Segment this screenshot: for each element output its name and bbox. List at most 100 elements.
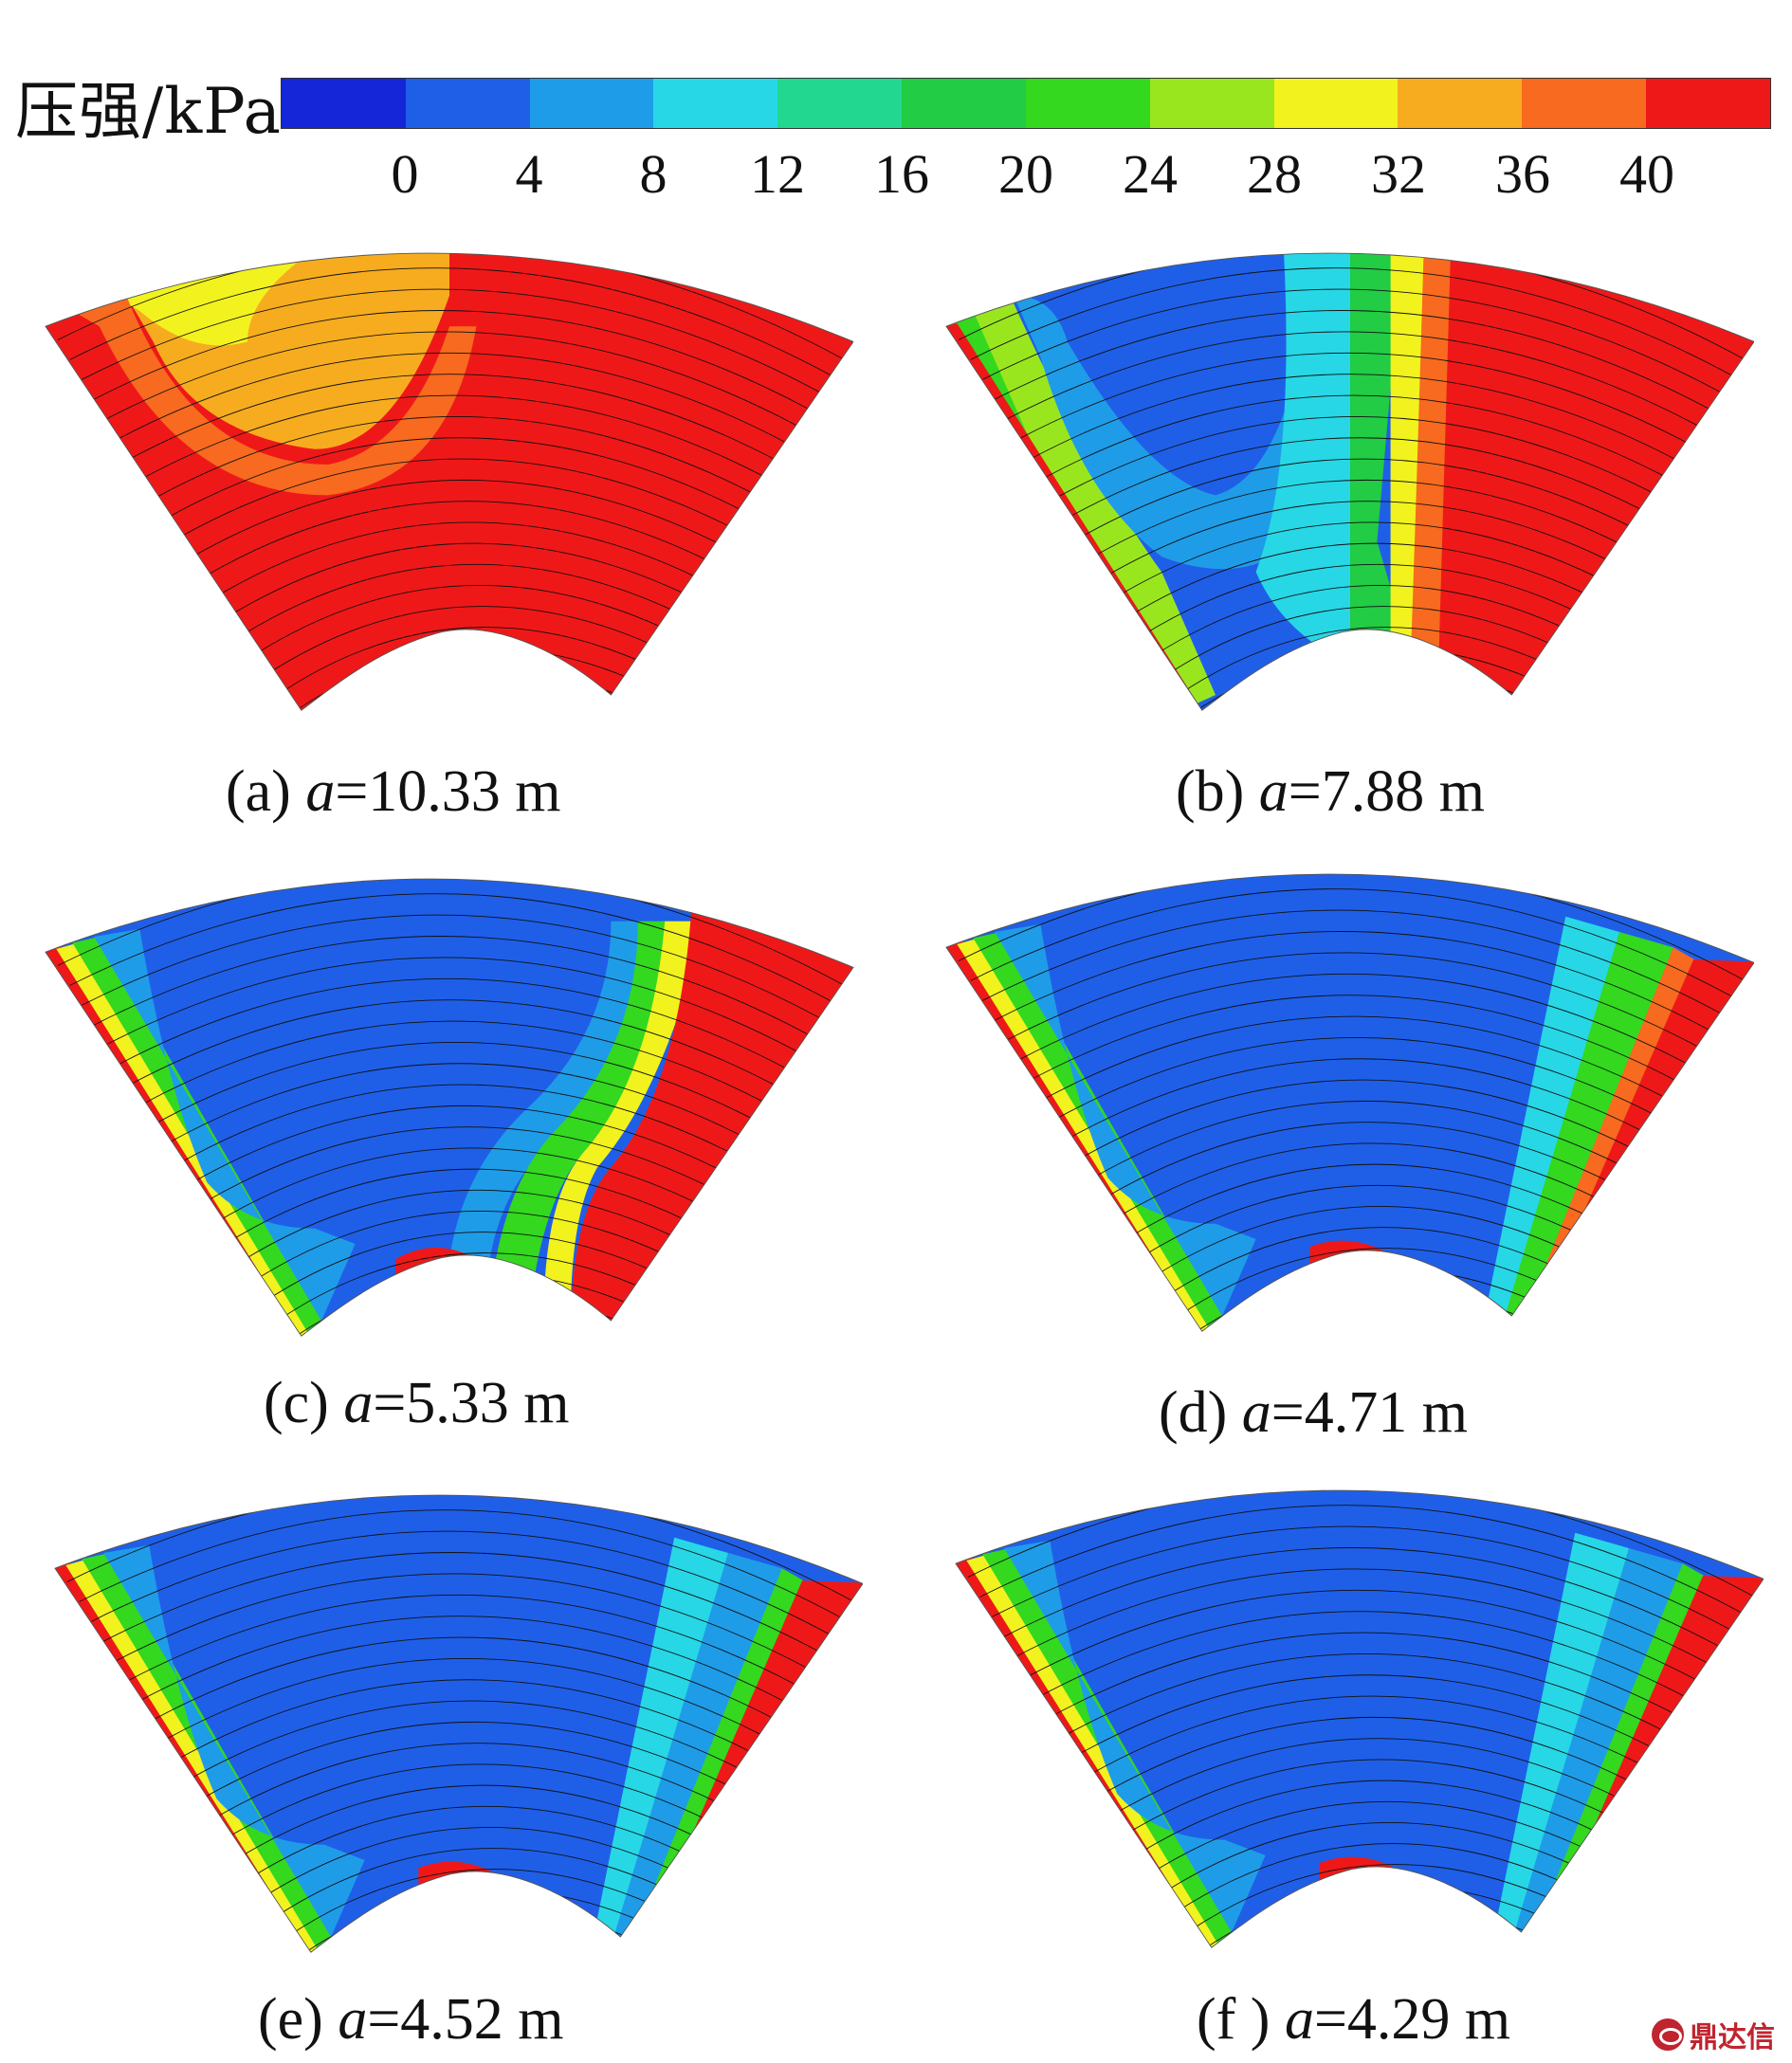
colorbar-segment: [529, 79, 654, 128]
streamline: [130, 999, 776, 1086]
caption-c-symbol: a: [343, 1371, 374, 1435]
caption-e-label: (e): [258, 1987, 323, 2052]
streamline: [1177, 1248, 1542, 1317]
streamline: [189, 1700, 740, 1780]
pressure-region-shock: [1485, 916, 1619, 1316]
caption-f: (f ) a=4.29 m: [1197, 1986, 1510, 2054]
colorbar-tick-label: 0: [391, 143, 419, 205]
colorbar-tick-label: 28: [1247, 143, 1302, 205]
panel-f-contour: [955, 1489, 1764, 1948]
pressure-region-shock: [1494, 1532, 1629, 1932]
streamline: [1141, 563, 1575, 637]
caption-d-symbol: a: [1241, 1380, 1271, 1445]
streamline: [240, 563, 674, 637]
pressure-region-band: [46, 295, 477, 496]
panel-c-contour: [45, 878, 854, 1337]
pressure-region-shock-3: [633, 1568, 810, 1937]
streamline: [1125, 1759, 1607, 1835]
panel-b-contour: [945, 252, 1754, 711]
caption-a-symbol: a: [305, 759, 336, 824]
streamline: [91, 1530, 830, 1635]
colorbar-segment: [1273, 79, 1399, 128]
caption-c-value: 5.33 m: [406, 1371, 570, 1435]
caption-f-value: 4.29 m: [1346, 1987, 1511, 2052]
caption-d: (d) a=4.71 m: [1159, 1379, 1468, 1447]
streamline: [1211, 1906, 1528, 1948]
pressure-region-left-blue: [1004, 1540, 1266, 1932]
caption-f-label: (f ): [1197, 1987, 1271, 2052]
watermark-text: 鼎达信: [1690, 2021, 1775, 2054]
sector-outline: [45, 878, 854, 1337]
streamline: [155, 416, 753, 499]
streamline: [167, 1063, 741, 1144]
streamline: [276, 1252, 641, 1322]
colorbar-tick-label: 20: [998, 143, 1053, 205]
streamline: [979, 1505, 1742, 1614]
watermark-logo-icon: [1652, 2018, 1684, 2051]
streamline: [1177, 627, 1542, 696]
streamline: [212, 1743, 718, 1819]
streamline: [82, 288, 820, 393]
colorbar-segment: [1522, 79, 1647, 128]
streamline: [106, 957, 797, 1052]
streamline: [155, 1042, 753, 1124]
streamlines: [946, 874, 1754, 1332]
streamline: [1175, 1843, 1563, 1914]
streamline: [179, 1084, 730, 1164]
streamline: [1116, 521, 1598, 597]
streamline: [191, 479, 720, 558]
streamline: [1016, 1568, 1708, 1664]
caption-b-eq: =: [1288, 759, 1322, 824]
streamline: [1080, 458, 1631, 539]
streamline: [103, 1552, 818, 1652]
streamline: [995, 310, 1710, 410]
colorbar-tick-label: 12: [750, 143, 805, 205]
streamline: [94, 936, 809, 1035]
streamline: [1165, 1227, 1553, 1298]
streamline: [1162, 1822, 1573, 1894]
streamline: [228, 1168, 686, 1243]
streamline: [1153, 585, 1563, 657]
streamline: [1141, 1184, 1575, 1258]
caption-c-eq: =: [373, 1371, 407, 1435]
colorbar: [281, 78, 1771, 129]
streamline: [142, 1020, 764, 1105]
streamline: [301, 668, 618, 711]
streamline: [1201, 668, 1519, 711]
pressure-region-yellow: [1390, 253, 1432, 649]
streamline: [127, 1594, 796, 1686]
pressure-region-shock-yellow: [543, 921, 705, 1321]
pressure-region-edge-2: [966, 1554, 1226, 1948]
streamline: [82, 914, 820, 1019]
streamline: [982, 288, 1721, 393]
streamline: [1077, 1674, 1652, 1756]
streamline: [285, 1869, 650, 1938]
streamlines: [46, 879, 854, 1337]
streamline: [106, 331, 797, 427]
pressure-region-green: [1350, 253, 1404, 665]
caption-f-symbol: a: [1284, 1987, 1314, 2052]
streamline: [252, 585, 663, 657]
streamline: [1052, 1632, 1674, 1716]
streamline: [1031, 374, 1676, 461]
pressure-region-cyan: [1255, 253, 1391, 665]
streamline: [970, 267, 1732, 376]
streamline: [118, 352, 787, 444]
streamline: [1068, 1058, 1642, 1140]
streamline: [118, 977, 787, 1069]
colorbar-tick-label: 24: [1123, 143, 1178, 205]
streamline: [69, 267, 832, 376]
streamline: [265, 606, 652, 677]
streamline: [179, 458, 730, 539]
caption-c: (c) a=5.33 m: [264, 1370, 570, 1437]
streamline: [240, 1189, 674, 1263]
colorbar-segment: [1398, 79, 1523, 128]
colorbar-tick-label: 4: [515, 143, 543, 205]
sector-outline: [45, 252, 853, 711]
pressure-region-left-blue: [94, 928, 356, 1321]
colorbar-segment: [1646, 79, 1770, 128]
colorbar-tick-label: 32: [1371, 143, 1426, 205]
pressure-region-shock-green: [489, 921, 692, 1305]
caption-b-symbol: a: [1258, 759, 1289, 824]
streamline: [1186, 1864, 1551, 1933]
